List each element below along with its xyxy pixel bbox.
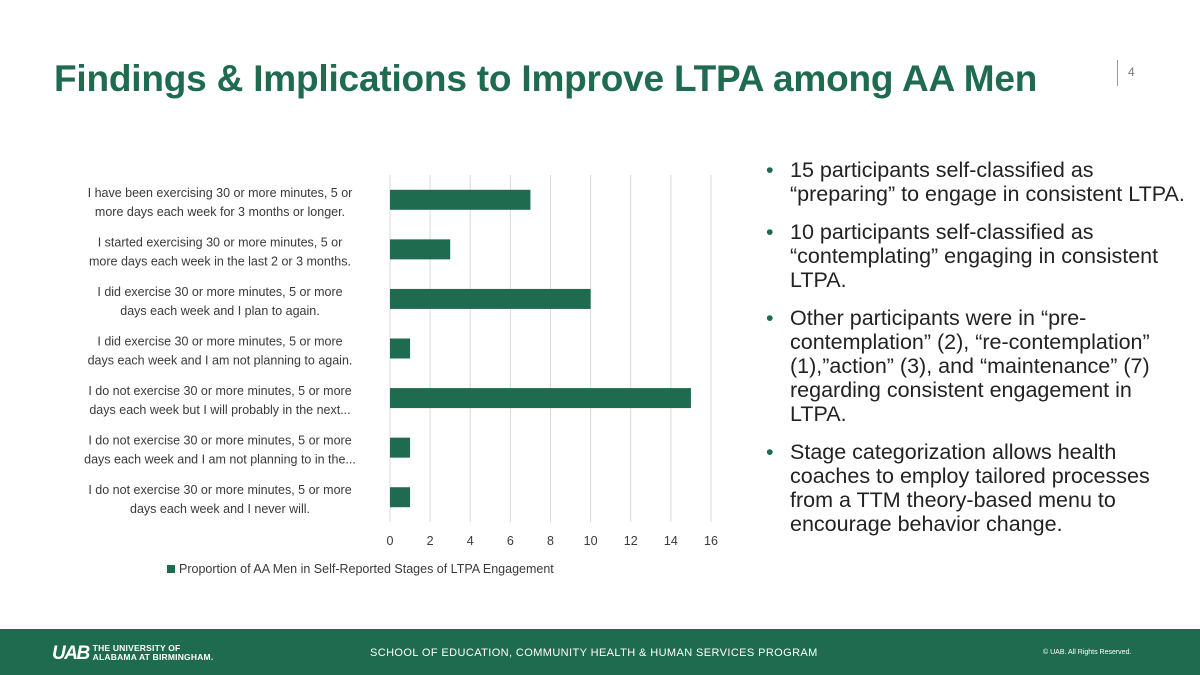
category-label: I do not exercise 30 or more minutes, 5 …: [88, 384, 351, 398]
category-label: days each week and I plan to again.: [120, 304, 319, 318]
bullet-dot: •: [766, 220, 774, 244]
bullet-item: • 15 participants self-classified as “pre…: [764, 158, 1189, 206]
x-tick-label: 16: [704, 534, 718, 548]
uab-logo-text: THE UNIVERSITY OF ALABAMA AT BIRMINGHAM.: [93, 644, 214, 662]
category-label: days each week and I am not planning to …: [88, 354, 353, 368]
logo-line-1: THE UNIVERSITY OF: [92, 643, 181, 653]
x-tick-label: 8: [547, 534, 554, 548]
copyright: © UAB. All Rights Reserved.: [1043, 649, 1132, 656]
bullet-dot: •: [766, 306, 774, 330]
category-label: days each week and I am not planning to …: [84, 453, 356, 467]
findings-list: • 15 participants self-classified as “pre…: [764, 158, 1189, 550]
category-label: more days each week in the last 2 or 3 m…: [89, 254, 351, 268]
category-label: days each week and I never will.: [130, 502, 310, 516]
logo-line-2: ALABAMA AT BIRMINGHAM.: [92, 652, 214, 662]
bar: [390, 239, 451, 260]
uab-logo-mark: UAB: [52, 642, 90, 664]
bullet-text: 15 participants self-classified as “prep…: [790, 158, 1185, 206]
legend-label: Proportion of AA Men in Self-Reported St…: [179, 562, 554, 576]
footer-bar: UAB THE UNIVERSITY OF ALABAMA AT BIRMING…: [0, 629, 1200, 675]
bar: [390, 338, 411, 359]
bullet-item: • Stage categorization allows health coac…: [764, 440, 1189, 536]
legend-swatch: [167, 565, 175, 573]
program-name: SCHOOL OF EDUCATION, COMMUNITY HEALTH & …: [370, 647, 818, 659]
x-tick-label: 6: [507, 534, 514, 548]
bullet-text: Stage categorization allows health coach…: [790, 440, 1150, 536]
category-label: I do not exercise 30 or more minutes, 5 …: [88, 434, 351, 448]
uab-logo: UAB THE UNIVERSITY OF ALABAMA AT BIRMING…: [52, 642, 214, 664]
x-tick-label: 4: [467, 534, 474, 548]
bullet-item: • Other participants were in “pre-contemp…: [764, 306, 1189, 426]
bar: [390, 288, 591, 309]
page-number: 4: [1128, 65, 1135, 79]
bar: [390, 487, 411, 508]
slide-title: Findings & Implications to Improve LTPA …: [54, 58, 1038, 99]
bullet-text: 10 participants self-classified as “cont…: [790, 220, 1159, 292]
category-label: more days each week for 3 months or long…: [95, 205, 345, 219]
x-tick-label: 10: [584, 534, 598, 548]
category-label: I have been exercising 30 or more minute…: [88, 186, 353, 200]
category-label: I did exercise 30 or more minutes, 5 or …: [97, 285, 342, 299]
category-label: I did exercise 30 or more minutes, 5 or …: [97, 335, 342, 349]
bullet-dot: •: [766, 158, 774, 182]
x-tick-label: 14: [664, 534, 678, 548]
category-label: I do not exercise 30 or more minutes, 5 …: [88, 483, 351, 497]
bar-chart: I have been exercising 30 or more minute…: [84, 175, 718, 576]
bar: [390, 388, 691, 409]
bar: [390, 437, 411, 458]
x-tick-label: 0: [387, 534, 394, 548]
category-label: I started exercising 30 or more minutes,…: [98, 235, 343, 249]
page-number-divider: [1117, 60, 1118, 86]
x-tick-label: 2: [427, 534, 434, 548]
x-tick-label: 12: [624, 534, 638, 548]
bullet-dot: •: [766, 440, 774, 464]
bar: [390, 189, 531, 210]
category-label: days each week but I will probably in th…: [89, 403, 350, 417]
bullet-text: Other participants were in “pre-contempl…: [790, 306, 1150, 426]
bullet-item: • 10 participants self-classified as “con…: [764, 220, 1189, 292]
